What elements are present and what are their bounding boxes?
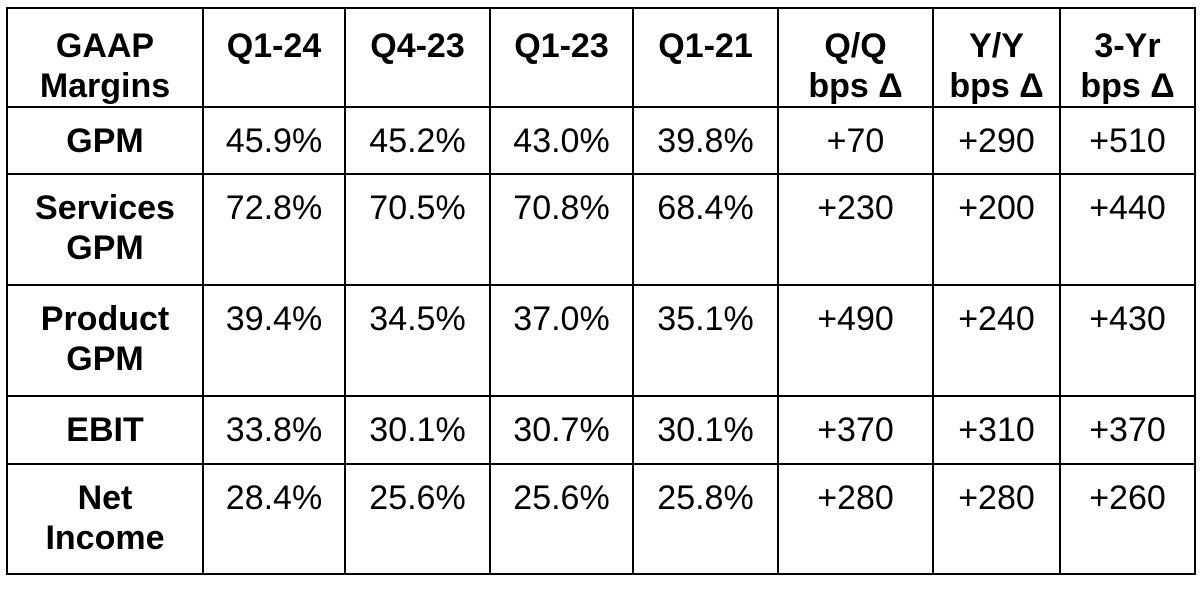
table-cell: +440 — [1059, 173, 1196, 286]
row-label-line: GPM — [66, 229, 144, 267]
table-row-net-income: Net Income 28.4% 25.6% 25.6% 25.8% +280 … — [6, 463, 1196, 575]
column-header-line: Q4-23 — [370, 27, 465, 65]
column-header-line: Y/Y — [969, 27, 1024, 65]
table-cell: +490 — [777, 284, 934, 397]
gaap-margins-table: GAAP Margins Q1-24 Q4-23 Q1-23 Q1-21 Q/Q… — [6, 7, 1196, 575]
table-row-gpm: GPM 45.9% 45.2% 43.0% 39.8% +70 +290 +51… — [6, 106, 1196, 175]
table-cell: +370 — [777, 395, 934, 465]
table-cell: 45.2% — [344, 106, 491, 175]
column-header-line: bps Δ — [949, 67, 1044, 105]
row-label-line: GPM — [66, 340, 144, 378]
corner-header-line: Margins — [39, 67, 171, 105]
row-label-line: GPM — [66, 122, 144, 160]
row-label: GPM — [6, 106, 204, 175]
column-header-q1-23: Q1-23 — [489, 7, 634, 108]
column-header-q1-21: Q1-21 — [632, 7, 779, 108]
table-cell: 70.8% — [489, 173, 634, 286]
table-cell: 43.0% — [489, 106, 634, 175]
table-cell: +430 — [1059, 284, 1196, 397]
corner-header: GAAP Margins — [6, 7, 204, 108]
row-label: Product GPM — [6, 284, 204, 397]
row-label-line: Income — [45, 519, 165, 557]
table-cell: 33.8% — [202, 395, 346, 465]
table-cell: +280 — [932, 463, 1061, 575]
table-cell: 25.6% — [489, 463, 634, 575]
column-header-line: Q1-23 — [514, 27, 609, 65]
table-row-services-gpm: Services GPM 72.8% 70.5% 70.8% 68.4% +23… — [6, 173, 1196, 286]
table-cell: 30.1% — [632, 395, 779, 465]
column-header-line: Q1-21 — [658, 27, 753, 65]
row-label-line: EBIT — [66, 411, 144, 449]
header-row: GAAP Margins Q1-24 Q4-23 Q1-23 Q1-21 Q/Q… — [6, 7, 1196, 108]
table-cell: 68.4% — [632, 173, 779, 286]
row-label: Services GPM — [6, 173, 204, 286]
table-cell: +310 — [932, 395, 1061, 465]
table-cell: 37.0% — [489, 284, 634, 397]
row-label-line: Services — [35, 189, 175, 227]
column-header-yy-bps: Y/Y bps Δ — [932, 7, 1061, 108]
table-cell: 25.8% — [632, 463, 779, 575]
table-cell: 45.9% — [202, 106, 346, 175]
column-header-line: bps Δ — [1080, 67, 1175, 105]
table-cell: 72.8% — [202, 173, 346, 286]
row-label-line: Net — [77, 479, 133, 517]
table-cell: 34.5% — [344, 284, 491, 397]
table-cell: 70.5% — [344, 173, 491, 286]
table-cell: 30.7% — [489, 395, 634, 465]
table-cell: +240 — [932, 284, 1061, 397]
table-cell: +200 — [932, 173, 1061, 286]
table-cell: +280 — [777, 463, 934, 575]
table-cell: +370 — [1059, 395, 1196, 465]
table-cell: 25.6% — [344, 463, 491, 575]
table-cell: +290 — [932, 106, 1061, 175]
column-header-line: bps Δ — [808, 67, 903, 105]
table-cell: 28.4% — [202, 463, 346, 575]
column-header-line: Q1-24 — [226, 27, 322, 65]
corner-header-line: GAAP — [55, 27, 155, 65]
column-header-3yr-bps: 3-Yr bps Δ — [1059, 7, 1196, 108]
column-header-q4-23: Q4-23 — [344, 7, 491, 108]
row-label-line: Product — [40, 300, 170, 338]
table-cell: +70 — [777, 106, 934, 175]
column-header-line: Q/Q — [824, 27, 887, 65]
column-header-qq-bps: Q/Q bps Δ — [777, 7, 934, 108]
table-cell: 39.4% — [202, 284, 346, 397]
column-header-line: 3-Yr — [1094, 27, 1161, 65]
table-row-product-gpm: Product GPM 39.4% 34.5% 37.0% 35.1% +490… — [6, 284, 1196, 397]
table-row-ebit: EBIT 33.8% 30.1% 30.7% 30.1% +370 +310 +… — [6, 395, 1196, 465]
table-cell: 35.1% — [632, 284, 779, 397]
column-header-q1-24: Q1-24 — [202, 7, 346, 108]
row-label: EBIT — [6, 395, 204, 465]
table-cell: 30.1% — [344, 395, 491, 465]
table-cell: +510 — [1059, 106, 1196, 175]
row-label: Net Income — [6, 463, 204, 575]
table-cell: +230 — [777, 173, 934, 286]
table-cell: 39.8% — [632, 106, 779, 175]
table-cell: +260 — [1059, 463, 1196, 575]
